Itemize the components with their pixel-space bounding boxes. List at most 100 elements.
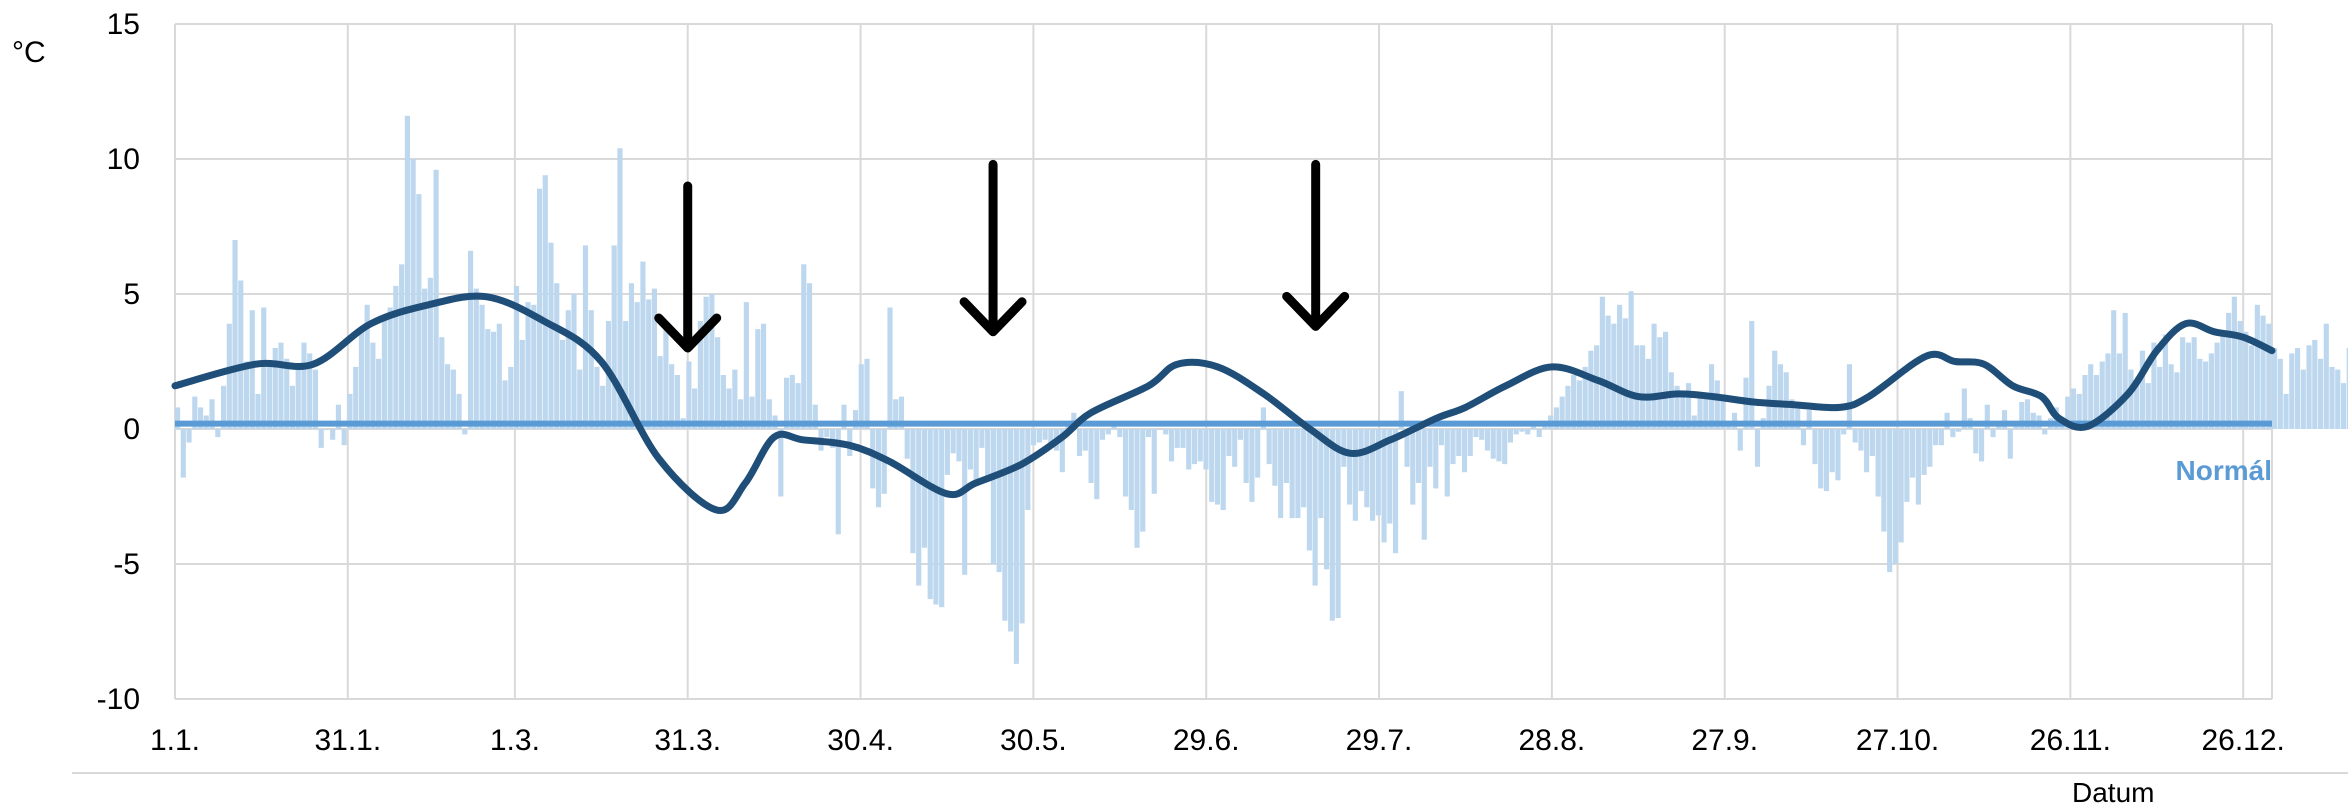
anomaly-bar: [496, 323, 502, 429]
anomaly-bar: [1479, 429, 1485, 440]
anomaly-bar: [1829, 429, 1835, 473]
anomaly-bar: [450, 369, 456, 429]
anomaly-bar: [1122, 429, 1129, 497]
anomaly-bar: [1140, 429, 1146, 532]
anomaly-bar: [1674, 385, 1680, 429]
anomaly-bar: [525, 302, 531, 429]
anomaly-bar: [1875, 429, 1881, 497]
anomaly-bar: [600, 385, 606, 429]
smoothed-trend-group: [171, 292, 2276, 514]
smoothed-trend-line: [171, 292, 2276, 514]
anomaly-bar: [1266, 429, 1272, 465]
anomaly-bar: [1145, 429, 1152, 438]
anomaly-bar: [2335, 369, 2341, 429]
anomaly-bar: [1105, 429, 1111, 435]
anomaly-bar: [686, 361, 692, 429]
anomaly-bar: [2145, 383, 2151, 429]
anomaly-bar: [1525, 429, 1531, 435]
anomaly-bar: [927, 429, 933, 600]
anomaly-bar: [1933, 429, 1939, 446]
anomaly-bar: [651, 288, 657, 429]
anomaly-bar: [1622, 318, 1628, 429]
anomaly-bar: [1588, 350, 1594, 429]
anomaly-bar: [766, 399, 772, 429]
anomaly-bar: [1008, 429, 1014, 632]
anomaly-bar: [341, 429, 347, 446]
anomaly-bar: [944, 429, 951, 475]
anomaly-bar: [1329, 429, 1335, 621]
anomaly-bar: [266, 366, 273, 429]
anomaly-bar: [422, 288, 428, 429]
anomaly-bar: [1749, 321, 1755, 429]
anomaly-bar: [2340, 383, 2347, 429]
anomaly-bar: [1726, 426, 1732, 429]
anomaly-bar: [1892, 429, 1898, 564]
anomaly-bar: [916, 429, 922, 586]
anomaly-bar: [1904, 429, 1910, 502]
x-axis-ticks: 1.1. 31.1. 1.3. 31.3. 30.4. 30.5. 29.6. 29.7. 28…: [150, 724, 2285, 757]
anomaly-bar: [2191, 337, 2197, 429]
anomaly-bar: [335, 404, 342, 429]
anomaly-bar: [1042, 429, 1048, 440]
anomaly-bar: [1111, 426, 1117, 429]
anomaly-bar: [376, 358, 382, 429]
anomaly-bar: [795, 383, 801, 429]
anomaly-bar: [347, 393, 353, 429]
anomaly-bar: [2019, 402, 2025, 429]
arrow-annotations: [654, 159, 1350, 353]
anomaly-bar: [623, 321, 629, 429]
anomaly-bar: [1410, 429, 1416, 505]
anomaly-bar: [933, 429, 939, 605]
anomaly-bar: [985, 429, 991, 478]
anomaly-bar: [1473, 429, 1479, 438]
anomaly-bar: [1295, 429, 1301, 519]
anomaly-bar: [2266, 323, 2272, 429]
anomaly-bar: [2226, 312, 2232, 429]
y-tick-label: 10: [107, 143, 140, 176]
anomaly-bar: [669, 364, 675, 429]
anomaly-bar: [427, 277, 433, 429]
anomaly-bar: [1519, 429, 1525, 432]
anomaly-bar: [2099, 361, 2105, 429]
x-tick-label: 30.4.: [827, 724, 894, 757]
anomaly-bar: [1490, 429, 1496, 459]
anomaly-bar: [1002, 429, 1008, 621]
anomaly-bar: [1278, 429, 1284, 519]
anomaly-bar: [1484, 429, 1491, 451]
anomaly-bar: [1617, 304, 1623, 429]
anomaly-bar: [1513, 429, 1519, 435]
anomaly-bar: [330, 429, 336, 440]
anomaly-bar: [565, 310, 571, 429]
anomaly-bar: [1180, 429, 1186, 448]
anomaly-bar: [1272, 429, 1278, 486]
anomaly-bar: [1174, 429, 1180, 448]
anomaly-bar: [1795, 407, 1801, 429]
anomaly-bar: [973, 429, 979, 483]
anomaly-bar: [898, 396, 905, 429]
anomaly-bar: [1599, 296, 1605, 429]
anomaly-bar: [1456, 429, 1462, 456]
anomaly-bar: [2042, 429, 2048, 435]
anomaly-bar: [1134, 429, 1140, 548]
x-tick-label: 31.1.: [314, 724, 381, 757]
anomaly-bar: [996, 429, 1002, 573]
anomaly-bar: [387, 307, 393, 429]
x-tick-label: 1.3.: [490, 724, 540, 757]
down-arrow-head: [1282, 291, 1350, 331]
anomaly-bar: [1869, 429, 1875, 456]
anomaly-bar: [1559, 396, 1565, 429]
anomaly-bar: [1255, 429, 1261, 478]
anomaly-bar: [180, 429, 186, 478]
anomaly-bar: [582, 245, 589, 429]
anomaly-bar: [852, 410, 859, 429]
anomaly-bar: [508, 366, 514, 429]
anomaly-bar: [209, 399, 215, 429]
anomaly-bar: [1605, 315, 1611, 429]
anomaly-bar: [2249, 345, 2255, 429]
anomaly-bar: [2105, 353, 2111, 429]
anomaly-bar: [1818, 429, 1824, 489]
down-arrow-head: [959, 297, 1027, 337]
anomaly-bar: [646, 299, 652, 429]
anomaly-bar: [1191, 429, 1198, 465]
